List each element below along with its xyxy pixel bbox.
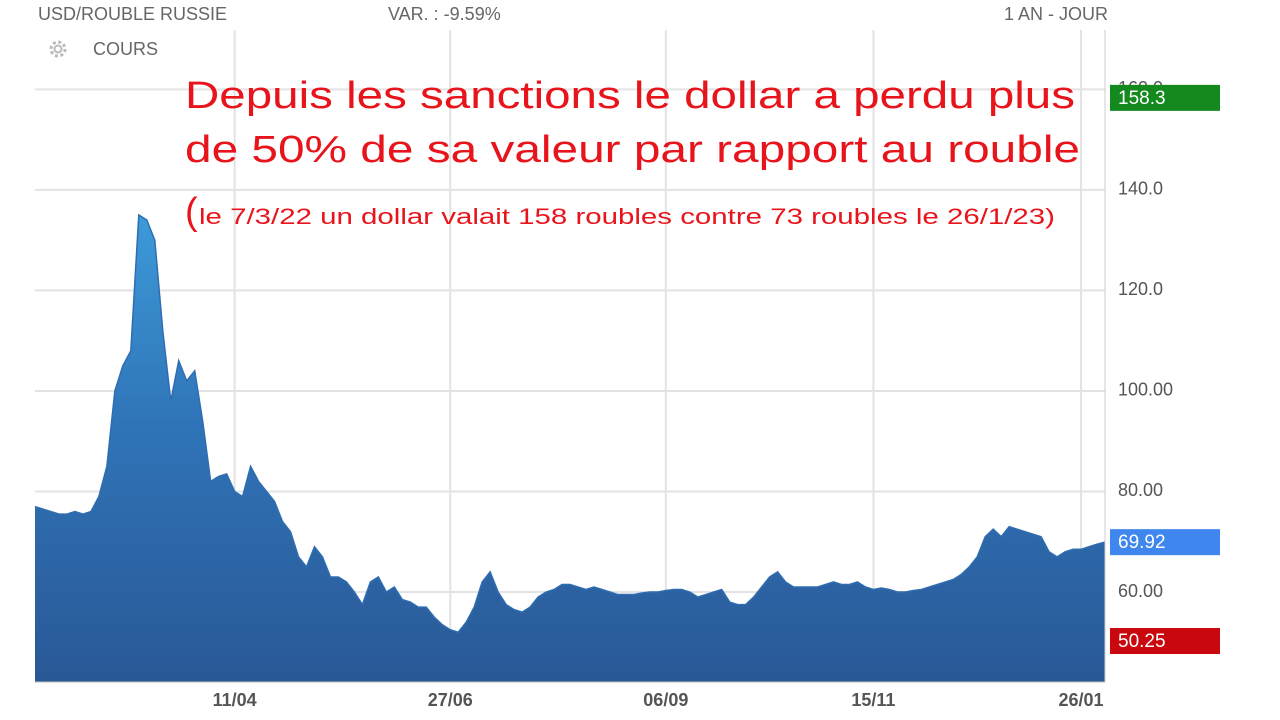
x-tick-label: 26/01 [1059, 690, 1104, 710]
panel-label: COURS [93, 39, 158, 59]
line [34, 213, 1106, 634]
value-badge [1110, 628, 1220, 655]
annotation-line: Depuis les sanctions le dollar a perdu p… [185, 75, 1075, 117]
annotation-paren: ( [185, 191, 198, 233]
value-badge-label: 50.25 [1118, 631, 1166, 652]
plot-area [34, 213, 1106, 683]
x-tick-label: 27/06 [428, 690, 473, 710]
value-badge [1110, 529, 1220, 556]
axis: 60.0080.00100.00120.0140.0160.011/0427/0… [213, 78, 1220, 710]
value-badge-label: 69.92 [1118, 532, 1166, 553]
period: 1 AN - JOUR [1004, 4, 1108, 24]
gear-icon [49, 40, 67, 58]
x-tick-label: 06/09 [643, 690, 688, 710]
variation: VAR. : -9.59% [388, 4, 501, 24]
y-tick-label: 140.0 [1118, 179, 1163, 199]
annotation-line: de 50% de sa valeur par rapport au roubl… [185, 129, 1080, 171]
y-tick-label: 60.00 [1118, 581, 1163, 601]
y-tick-label: 100.00 [1118, 380, 1173, 400]
y-tick-label: 80.00 [1118, 480, 1163, 500]
area [35, 214, 1105, 683]
annotation-line: le 7/3/22 un dollar valait 158 roubles c… [199, 204, 1055, 229]
y-tick-label: 120.0 [1118, 279, 1163, 299]
x-tick-label: 15/11 [851, 690, 895, 710]
symbol: USD/ROUBLE RUSSIE [38, 4, 227, 24]
value-badge [1110, 84, 1220, 111]
value-badge-label: 158.3 [1118, 88, 1166, 109]
x-tick-label: 11/04 [213, 690, 257, 710]
annotation: Depuis les sanctions le dollar a perdu p… [185, 75, 1080, 233]
